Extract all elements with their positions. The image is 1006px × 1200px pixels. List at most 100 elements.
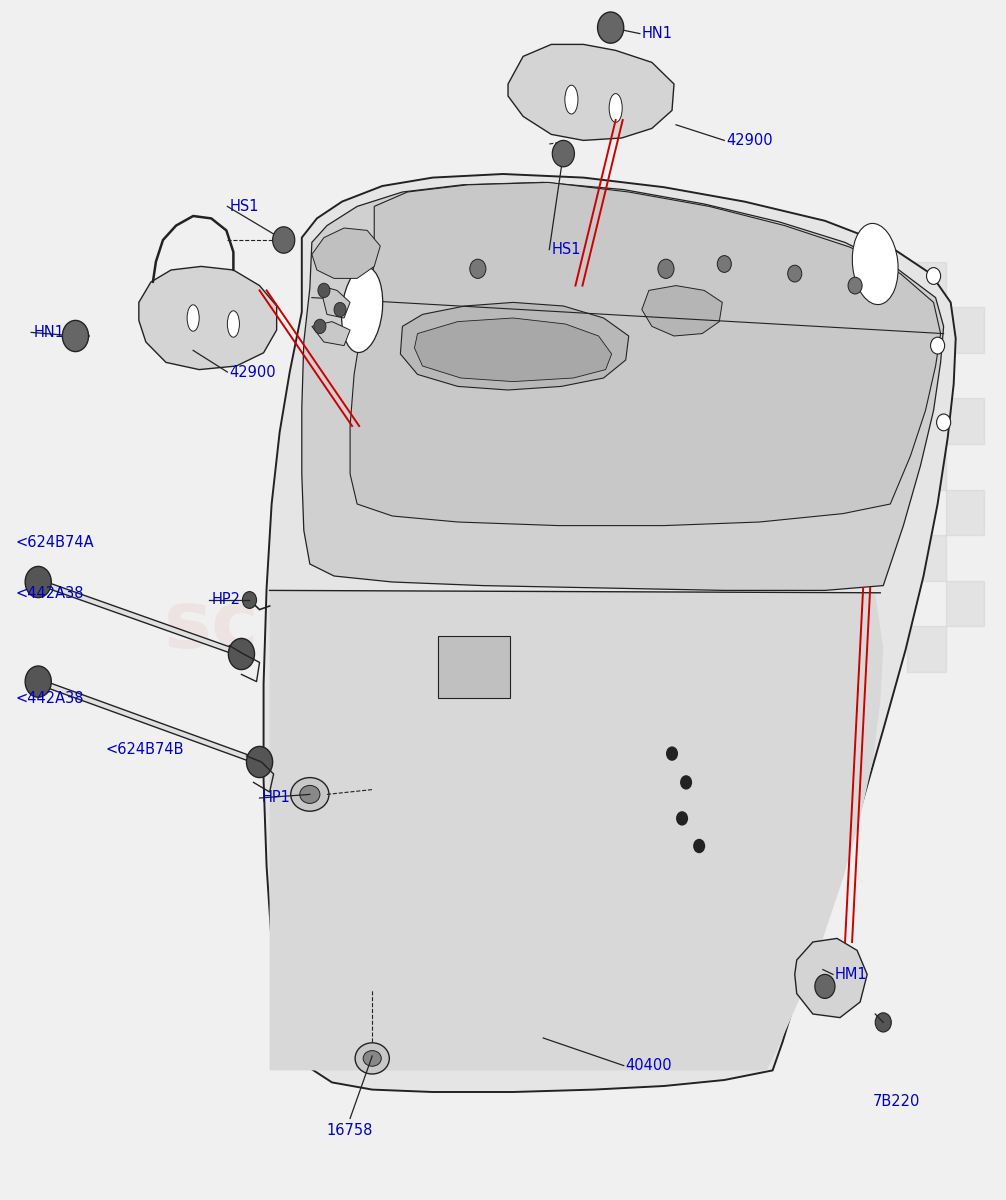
Circle shape	[228, 638, 255, 670]
Bar	[793, 581, 831, 626]
Bar	[907, 535, 946, 581]
Polygon shape	[400, 302, 629, 390]
Text: 40400: 40400	[626, 1058, 672, 1073]
Polygon shape	[350, 182, 941, 526]
Circle shape	[552, 140, 574, 167]
Ellipse shape	[363, 1051, 381, 1067]
Polygon shape	[264, 174, 956, 1092]
Bar	[640, 307, 678, 353]
Bar	[869, 581, 907, 626]
Polygon shape	[312, 322, 350, 346]
Polygon shape	[302, 182, 944, 590]
Polygon shape	[642, 286, 722, 336]
Bar	[716, 490, 754, 535]
Bar	[754, 262, 793, 307]
Ellipse shape	[227, 311, 239, 337]
Bar	[602, 262, 640, 307]
Circle shape	[470, 259, 486, 278]
Circle shape	[62, 320, 89, 352]
Bar	[869, 307, 907, 353]
Bar	[869, 398, 907, 444]
Text: HN1: HN1	[33, 325, 64, 340]
Bar	[946, 398, 984, 444]
Ellipse shape	[355, 1043, 389, 1074]
Bar	[716, 398, 754, 444]
Circle shape	[815, 974, 835, 998]
Bar	[831, 626, 869, 672]
Circle shape	[25, 666, 51, 697]
Bar	[678, 535, 716, 581]
Text: 7B220: 7B220	[873, 1094, 920, 1109]
Polygon shape	[414, 318, 612, 382]
Text: HP2: HP2	[211, 593, 240, 607]
Circle shape	[680, 775, 692, 790]
Bar	[678, 444, 716, 490]
Circle shape	[717, 256, 731, 272]
Polygon shape	[139, 266, 277, 370]
Bar	[946, 581, 984, 626]
Bar	[602, 626, 640, 672]
Text: HS1: HS1	[551, 242, 580, 257]
Bar	[831, 262, 869, 307]
Circle shape	[693, 839, 705, 853]
Bar	[602, 353, 640, 398]
Text: scuderia: scuderia	[164, 587, 550, 665]
Circle shape	[931, 337, 945, 354]
Circle shape	[927, 268, 941, 284]
Bar	[754, 353, 793, 398]
Bar	[831, 444, 869, 490]
Text: HP1: HP1	[262, 791, 291, 805]
Bar	[793, 398, 831, 444]
Text: 42900: 42900	[229, 365, 276, 379]
Bar	[831, 535, 869, 581]
Circle shape	[875, 1013, 891, 1032]
Circle shape	[598, 12, 624, 43]
Bar	[716, 581, 754, 626]
Circle shape	[788, 265, 802, 282]
Bar	[946, 307, 984, 353]
Ellipse shape	[342, 266, 382, 353]
Bar	[831, 353, 869, 398]
Bar	[907, 626, 946, 672]
Bar	[754, 535, 793, 581]
Ellipse shape	[300, 785, 320, 804]
Circle shape	[242, 592, 257, 608]
Text: 42900: 42900	[726, 133, 773, 148]
Bar	[678, 353, 716, 398]
Circle shape	[334, 302, 346, 317]
Text: <442A38: <442A38	[15, 587, 83, 601]
Circle shape	[273, 227, 295, 253]
Circle shape	[676, 811, 688, 826]
Text: HS1: HS1	[229, 199, 259, 214]
Ellipse shape	[852, 223, 898, 305]
Bar	[640, 490, 678, 535]
Text: <442A38: <442A38	[15, 691, 83, 706]
Text: HN1: HN1	[642, 26, 673, 41]
Circle shape	[314, 319, 326, 334]
Circle shape	[246, 746, 273, 778]
FancyBboxPatch shape	[438, 636, 510, 698]
Bar	[754, 626, 793, 672]
Polygon shape	[795, 938, 867, 1018]
Polygon shape	[270, 590, 883, 1070]
Polygon shape	[508, 44, 674, 140]
Bar	[946, 490, 984, 535]
Bar	[678, 262, 716, 307]
Ellipse shape	[187, 305, 199, 331]
Bar	[602, 535, 640, 581]
Bar	[869, 490, 907, 535]
Text: 16758: 16758	[327, 1123, 373, 1138]
Text: parts: parts	[358, 658, 487, 706]
Bar	[640, 398, 678, 444]
Bar	[907, 262, 946, 307]
Circle shape	[848, 277, 862, 294]
Circle shape	[937, 414, 951, 431]
Bar	[716, 307, 754, 353]
Circle shape	[666, 746, 678, 761]
Bar	[640, 581, 678, 626]
Text: <624B74A: <624B74A	[15, 535, 94, 550]
Text: <624B74B: <624B74B	[106, 743, 184, 757]
Bar	[793, 307, 831, 353]
Circle shape	[318, 283, 330, 298]
Polygon shape	[312, 228, 380, 278]
